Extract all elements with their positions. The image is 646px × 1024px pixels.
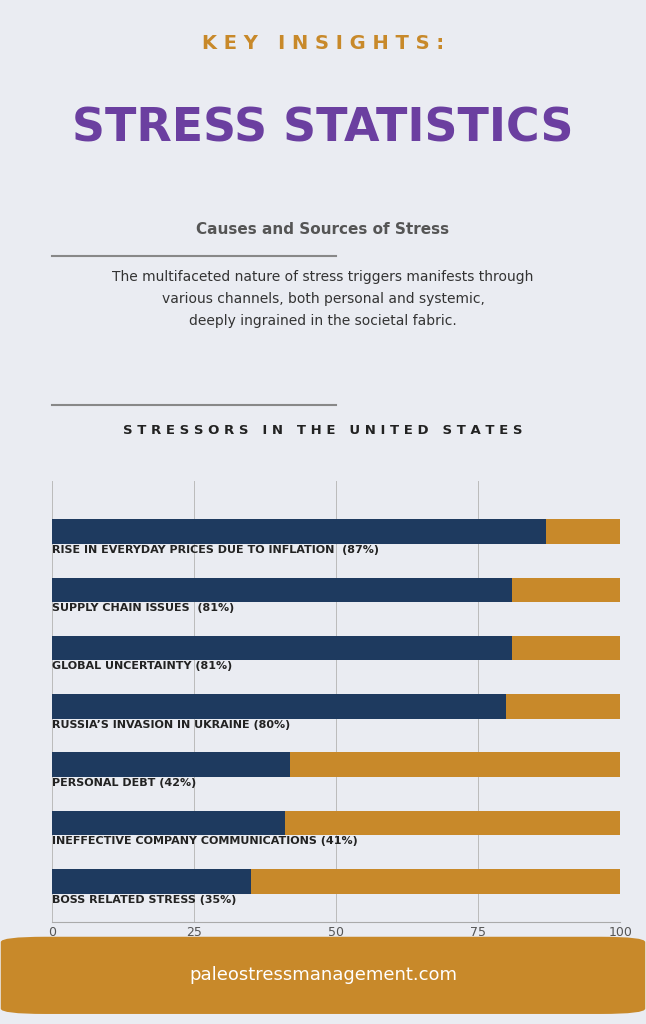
Point xyxy=(48,398,56,411)
Point xyxy=(332,398,340,411)
Text: STRESS STATISTICS: STRESS STATISTICS xyxy=(72,106,574,152)
Bar xyxy=(52,811,620,836)
Text: S T R E S S O R S   I N   T H E   U N I T E D   S T A T E S: S T R E S S O R S I N T H E U N I T E D … xyxy=(123,424,523,437)
Text: K E Y   I N S I G H T S :: K E Y I N S I G H T S : xyxy=(202,35,444,53)
Point xyxy=(48,250,56,262)
Bar xyxy=(52,519,620,544)
FancyBboxPatch shape xyxy=(1,937,645,1014)
Bar xyxy=(52,578,620,602)
Text: RISE IN EVERYDAY PRICES DUE TO INFLATION  (87%): RISE IN EVERYDAY PRICES DUE TO INFLATION… xyxy=(52,545,379,555)
Bar xyxy=(52,811,285,836)
Bar xyxy=(52,694,620,719)
Bar xyxy=(52,578,512,602)
Bar xyxy=(52,869,251,894)
Text: paleostressmanagement.com: paleostressmanagement.com xyxy=(189,967,457,984)
Bar xyxy=(52,636,620,660)
Bar xyxy=(52,636,512,660)
Point xyxy=(332,250,340,262)
Text: BOSS RELATED STRESS (35%): BOSS RELATED STRESS (35%) xyxy=(52,895,236,905)
Text: Causes and Sources of Stress: Causes and Sources of Stress xyxy=(196,222,450,237)
Text: INEFFECTIVE COMPANY COMMUNICATIONS (41%): INEFFECTIVE COMPANY COMMUNICATIONS (41%) xyxy=(52,837,357,847)
Text: RUSSIA’S INVASION IN UKRAINE (80%): RUSSIA’S INVASION IN UKRAINE (80%) xyxy=(52,720,290,730)
Bar xyxy=(52,753,620,777)
Bar xyxy=(52,753,291,777)
Bar xyxy=(52,519,547,544)
Bar xyxy=(52,869,620,894)
Bar xyxy=(52,694,506,719)
Text: The multifaceted nature of stress triggers manifests through
various channels, b: The multifaceted nature of stress trigge… xyxy=(112,270,534,328)
Text: SUPPLY CHAIN ISSUES  (81%): SUPPLY CHAIN ISSUES (81%) xyxy=(52,603,234,613)
Text: PERSONAL DEBT (42%): PERSONAL DEBT (42%) xyxy=(52,778,196,788)
Text: GLOBAL UNCERTAINTY (81%): GLOBAL UNCERTAINTY (81%) xyxy=(52,662,232,672)
